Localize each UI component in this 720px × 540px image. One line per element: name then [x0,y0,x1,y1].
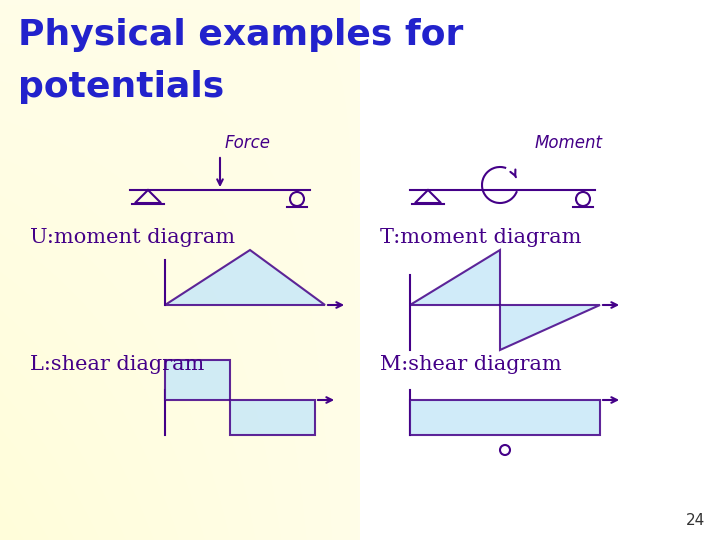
Text: U:moment diagram: U:moment diagram [30,228,235,247]
Polygon shape [410,400,600,435]
Polygon shape [500,305,600,350]
Polygon shape [165,360,230,400]
Bar [360,0,720,540]
Polygon shape [165,250,325,305]
Bar [0,0,360,540]
Text: Physical examples for: Physical examples for [18,18,464,52]
Text: L:shear diagram: L:shear diagram [30,355,204,374]
Text: Moment: Moment [535,134,603,152]
Text: T:moment diagram: T:moment diagram [380,228,582,247]
Polygon shape [410,250,500,305]
Text: Force: Force [225,134,271,152]
Text: M:shear diagram: M:shear diagram [380,355,562,374]
Polygon shape [230,400,315,435]
Text: 24: 24 [685,513,705,528]
Text: potentials: potentials [18,70,224,104]
